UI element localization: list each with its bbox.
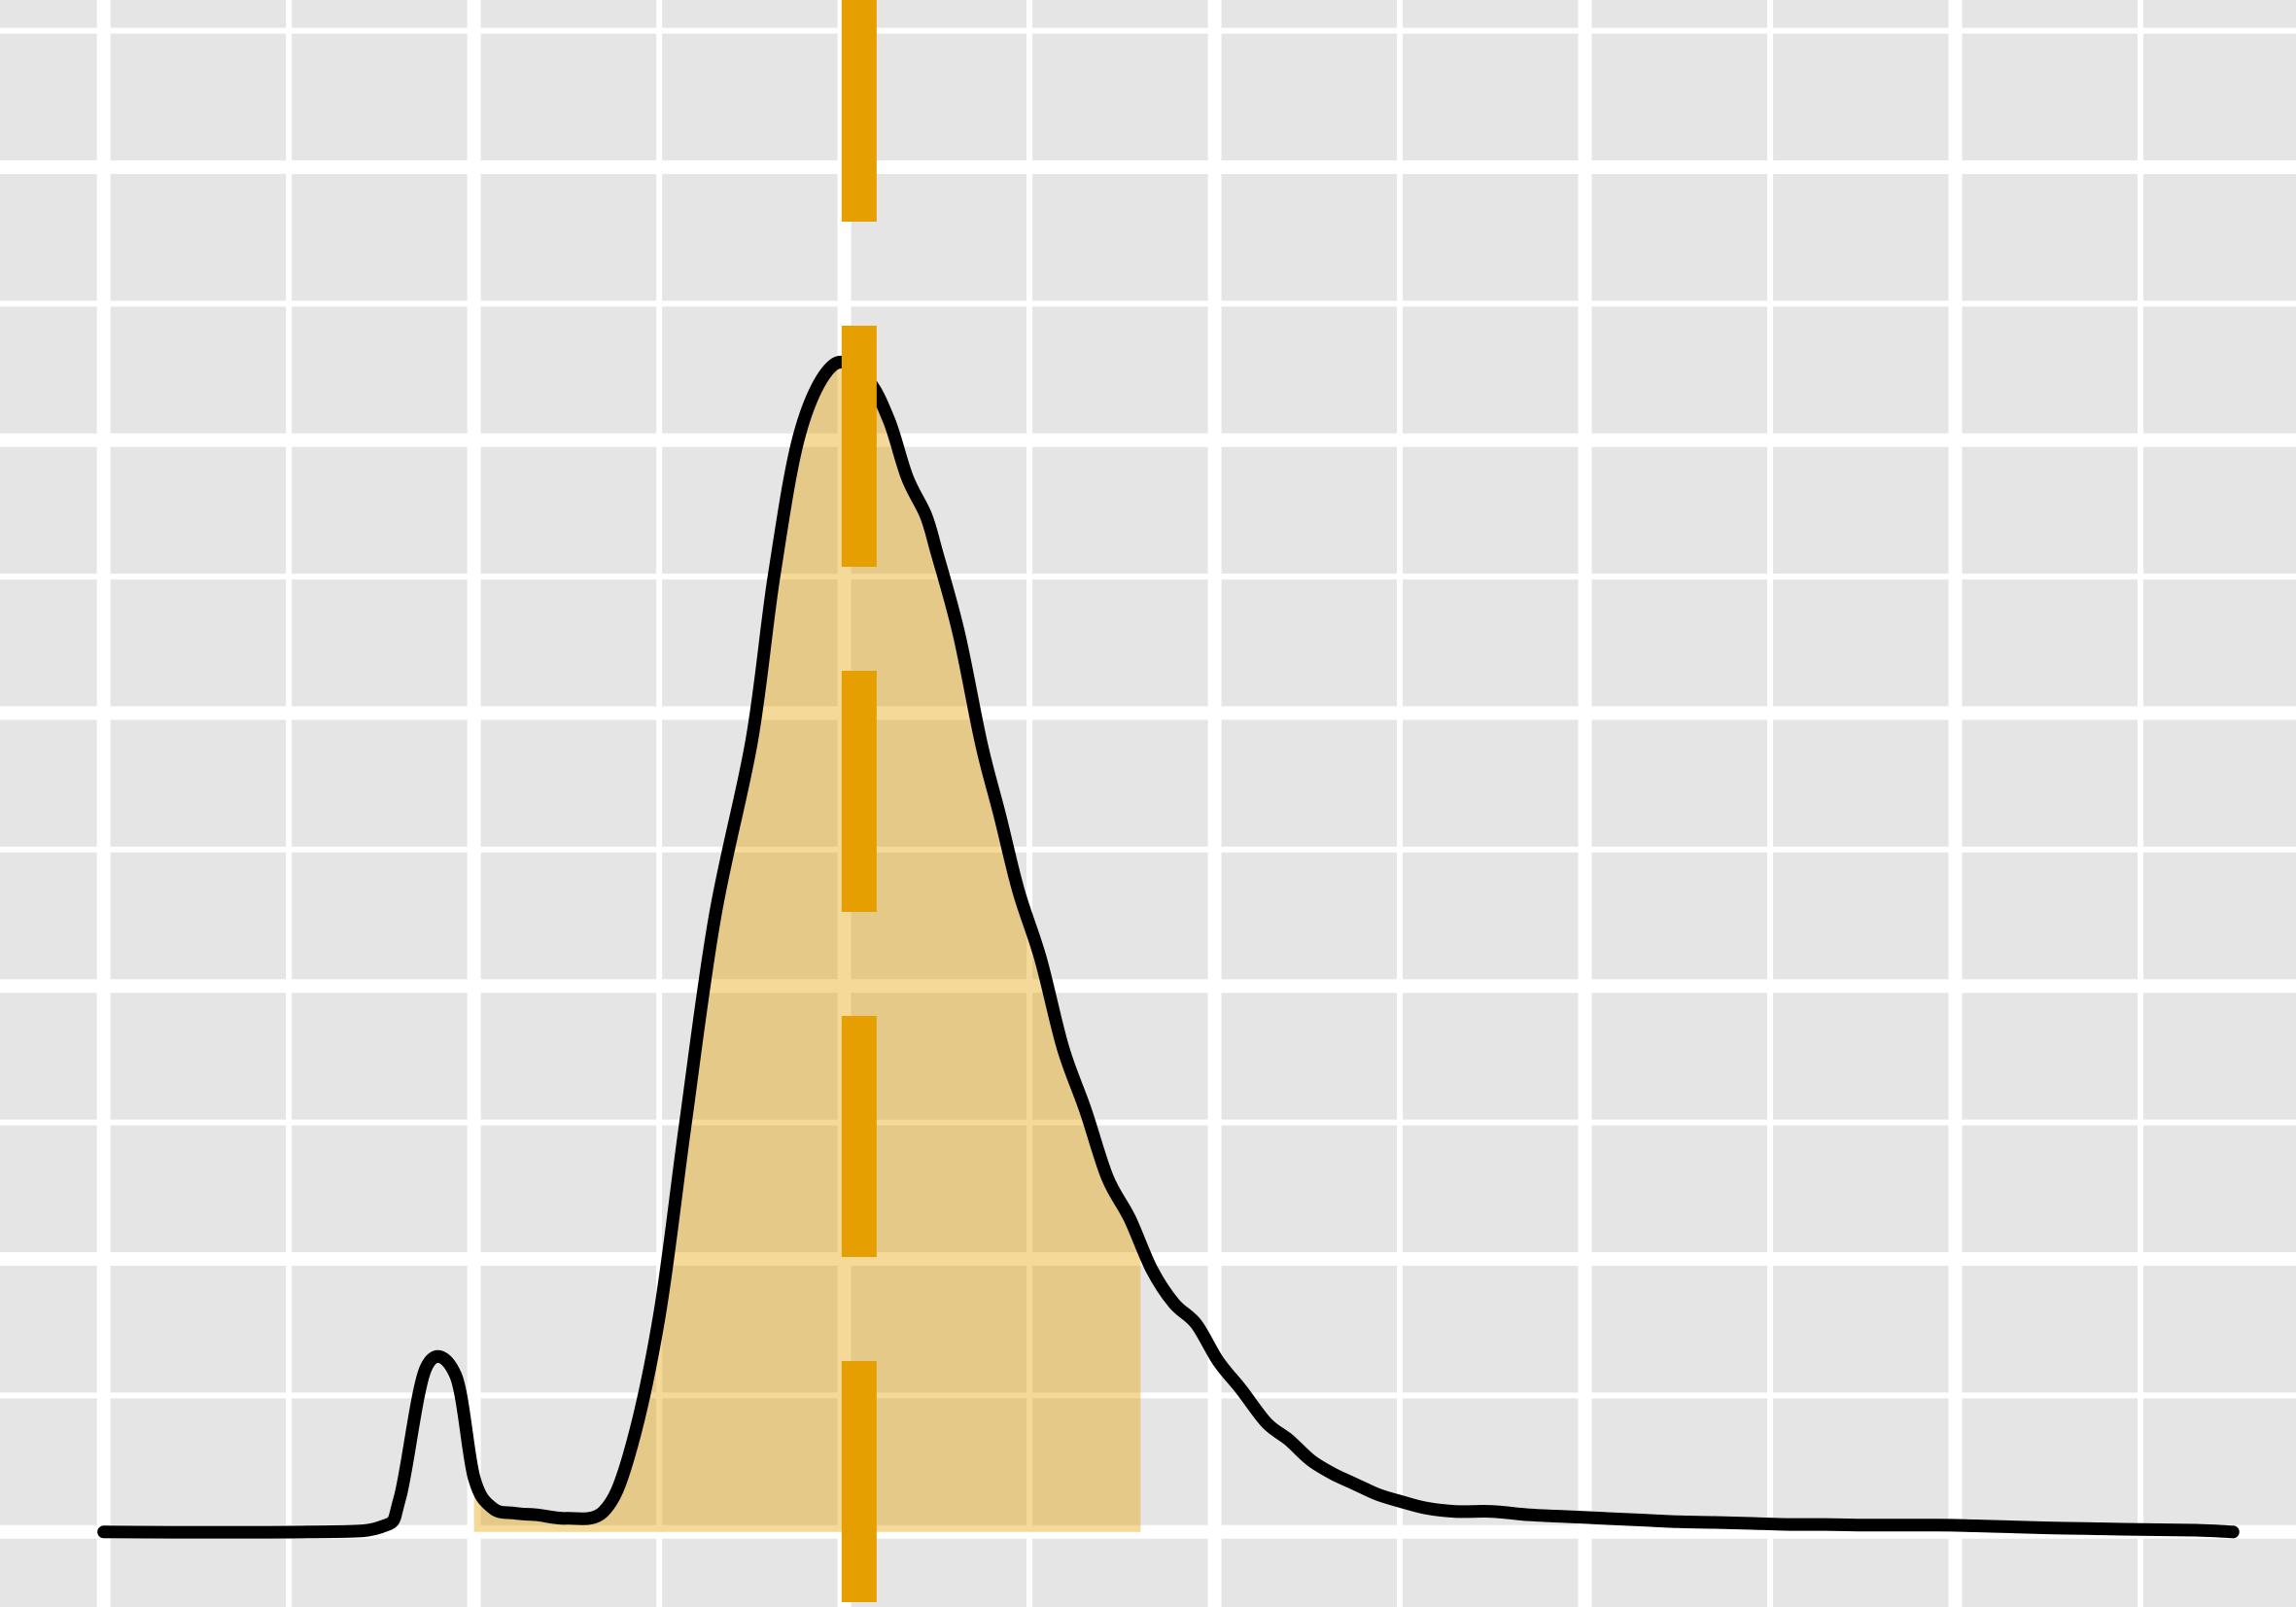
density-shaded-area xyxy=(473,365,1141,1532)
density-curve xyxy=(97,356,2240,1539)
